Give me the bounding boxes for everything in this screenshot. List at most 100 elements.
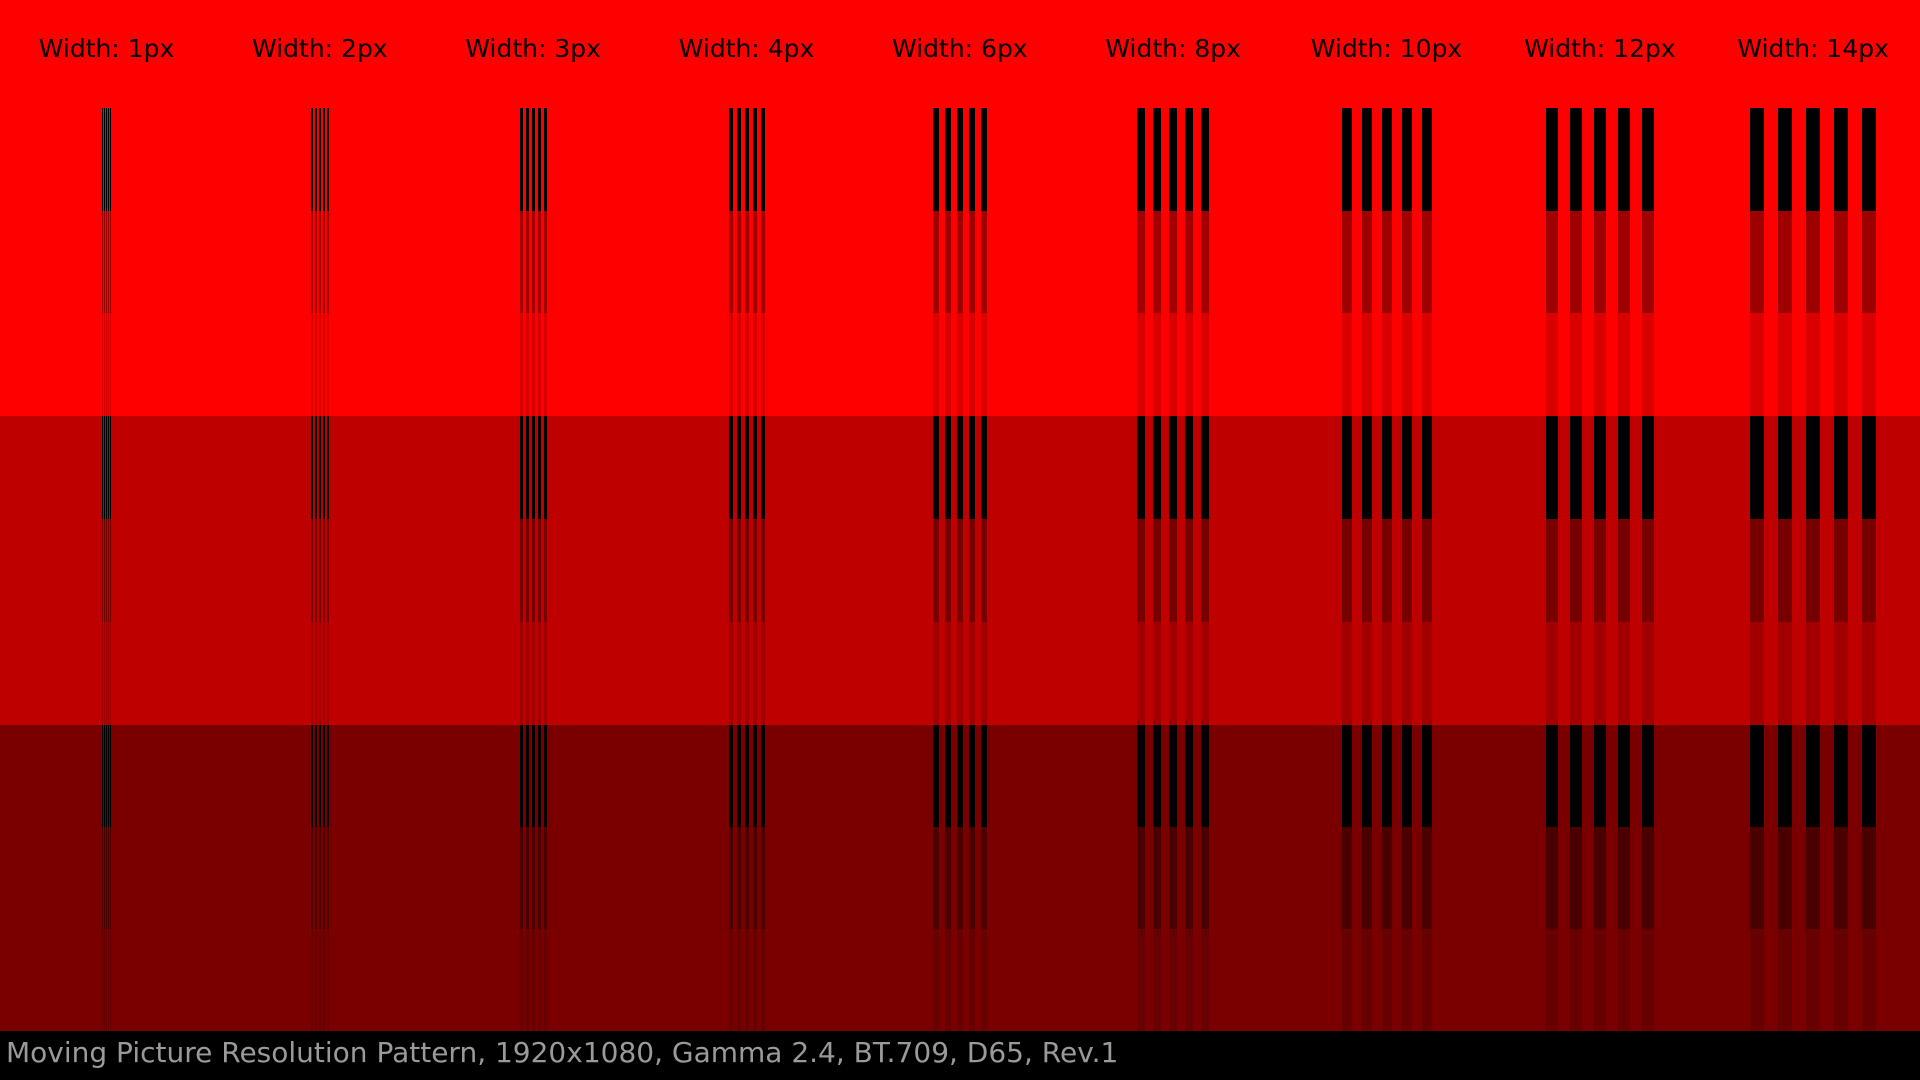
line-bar xyxy=(1570,622,1582,725)
line-bar xyxy=(1750,929,1764,1031)
line-bar xyxy=(106,416,107,519)
line-bar xyxy=(1834,108,1848,211)
line-bar xyxy=(753,929,757,1031)
line-bar xyxy=(319,622,321,725)
line-bar xyxy=(319,108,321,211)
line-bar xyxy=(1382,519,1392,622)
line-bar xyxy=(532,210,535,314)
line-bar xyxy=(1570,827,1582,929)
line-bar xyxy=(110,313,111,416)
line-bar xyxy=(745,622,749,725)
line-bar xyxy=(753,519,757,622)
line-bar xyxy=(1185,313,1193,416)
line-bar xyxy=(526,210,529,314)
line-bar xyxy=(544,725,547,827)
line-bar xyxy=(1806,622,1820,725)
line-bar xyxy=(745,827,749,929)
line-bar xyxy=(1862,827,1876,929)
line-bar xyxy=(761,622,765,725)
line-bar xyxy=(1570,210,1582,314)
line-bar xyxy=(945,725,951,827)
line-bar xyxy=(745,210,749,314)
line-bar xyxy=(1570,313,1582,416)
line-bar xyxy=(520,827,523,929)
line-bar xyxy=(1362,622,1372,725)
width-label: Width: 2px xyxy=(252,34,388,63)
line-bar xyxy=(532,929,535,1031)
line-bar xyxy=(323,416,325,519)
line-bar xyxy=(538,622,541,725)
line-bar xyxy=(520,519,523,622)
line-bar xyxy=(1422,827,1432,929)
line-bar xyxy=(104,519,105,622)
line-bar xyxy=(933,622,939,725)
line-bar xyxy=(969,929,975,1031)
line-bar xyxy=(520,725,523,827)
line-bar xyxy=(981,519,987,622)
line-bar xyxy=(729,827,733,929)
line-bar xyxy=(108,108,109,211)
line-bar xyxy=(532,313,535,416)
line-bar xyxy=(1834,929,1848,1031)
line-bar xyxy=(969,725,975,827)
line-bar xyxy=(526,416,529,519)
line-bar xyxy=(319,519,321,622)
line-bar xyxy=(1402,416,1412,519)
line-bar xyxy=(1750,416,1764,519)
line-bar xyxy=(102,827,103,929)
line-bar xyxy=(1862,622,1876,725)
line-bar xyxy=(745,519,749,622)
line-bar xyxy=(311,725,313,827)
line-bar xyxy=(315,622,317,725)
line-bar xyxy=(110,929,111,1031)
line-bar xyxy=(538,108,541,211)
line-bar xyxy=(933,827,939,929)
line-bar xyxy=(1185,416,1193,519)
line-bar xyxy=(327,622,329,725)
line-bar xyxy=(1342,519,1352,622)
line-bar xyxy=(327,108,329,211)
line-bar xyxy=(737,416,741,519)
line-bar xyxy=(544,827,547,929)
line-bar xyxy=(319,725,321,827)
line-bar xyxy=(108,929,109,1031)
line-bar xyxy=(1201,210,1209,314)
line-bar xyxy=(969,416,975,519)
line-bar xyxy=(1382,929,1392,1031)
line-bar xyxy=(544,313,547,416)
line-bar xyxy=(1169,210,1177,314)
line-bar xyxy=(544,519,547,622)
line-bar xyxy=(311,108,313,211)
line-bar xyxy=(957,725,963,827)
line-bar xyxy=(327,725,329,827)
line-bar xyxy=(1834,622,1848,725)
footer: Moving Picture Resolution Pattern, 1920x… xyxy=(6,1036,1119,1069)
line-bar xyxy=(1137,622,1145,725)
line-bar xyxy=(106,519,107,622)
line-bar xyxy=(544,108,547,211)
line-bar xyxy=(1342,210,1352,314)
line-bar xyxy=(526,519,529,622)
line-bar xyxy=(1137,827,1145,929)
line-bar xyxy=(753,313,757,416)
line-bar xyxy=(1750,622,1764,725)
line-bar xyxy=(933,519,939,622)
line-bar xyxy=(1642,725,1654,827)
line-bar xyxy=(729,416,733,519)
line-bar xyxy=(102,929,103,1031)
line-bar xyxy=(1862,313,1876,416)
line-bar xyxy=(1342,416,1352,519)
line-bar xyxy=(110,519,111,622)
line-bar xyxy=(737,929,741,1031)
line-bar xyxy=(1382,622,1392,725)
line-bar xyxy=(1201,108,1209,211)
line-bar xyxy=(538,313,541,416)
line-bar xyxy=(1382,725,1392,827)
line-bar xyxy=(933,725,939,827)
line-bar xyxy=(729,519,733,622)
line-bar xyxy=(520,108,523,211)
line-bar xyxy=(1642,313,1654,416)
line-bar xyxy=(945,929,951,1031)
line-bar xyxy=(1153,519,1161,622)
